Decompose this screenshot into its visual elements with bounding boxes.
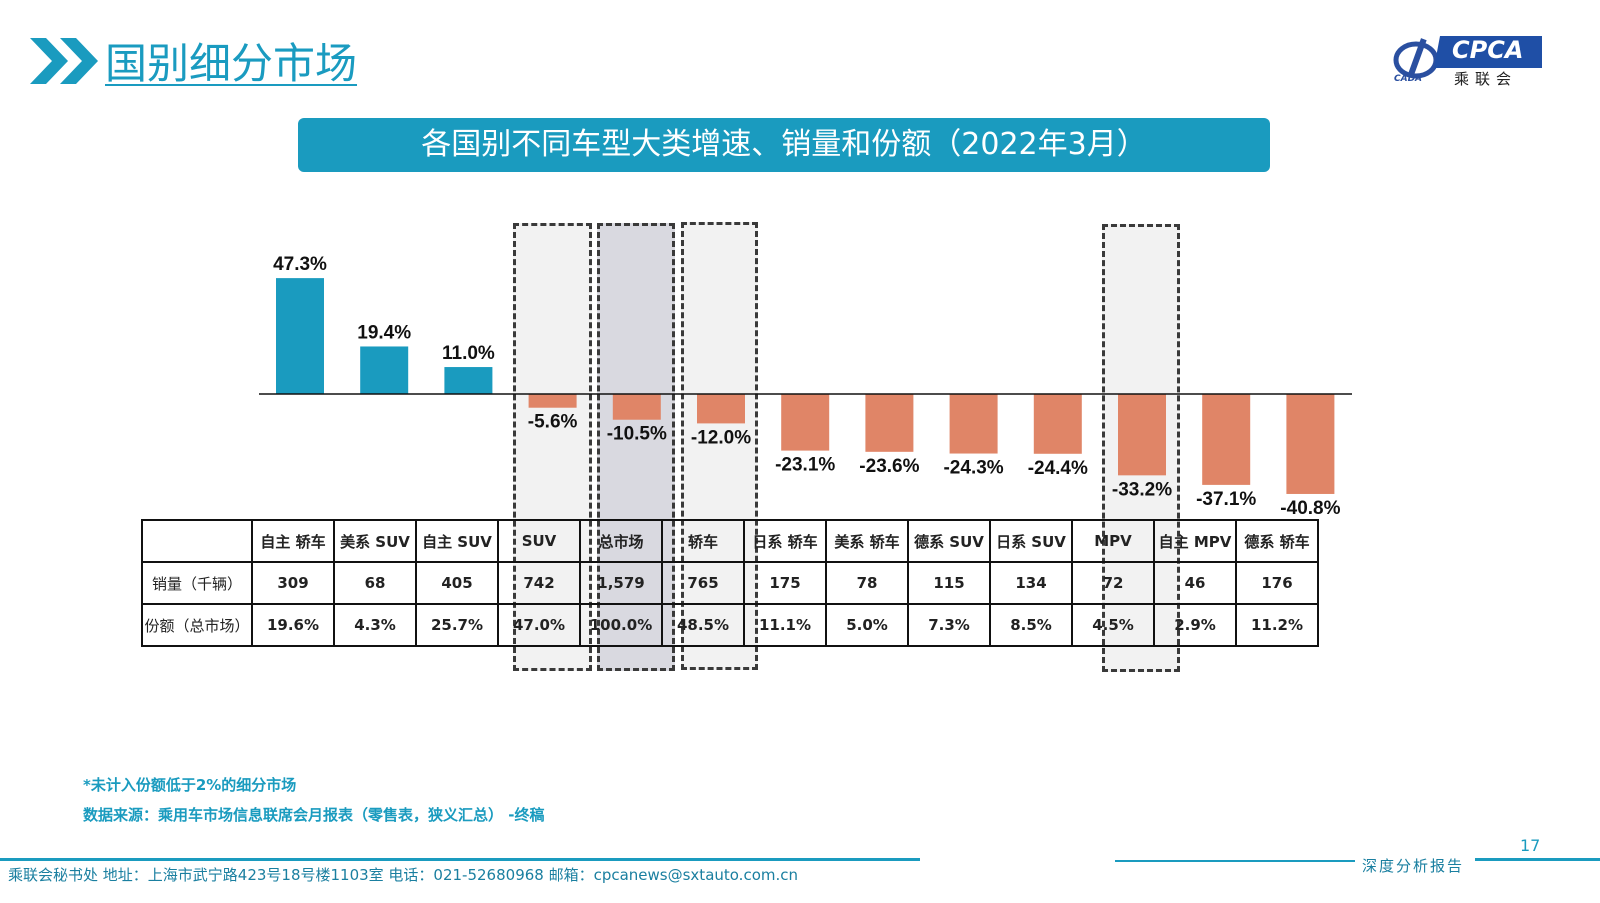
bar-7 (865, 394, 914, 452)
bar-value-label: -12.0% (691, 427, 751, 448)
note-share: *未计入份额低于2%的细分市场 (83, 776, 297, 794)
table-row-label: 份额（总市场） (141, 603, 253, 647)
data-table: 自主 轿车 美系 SUV 自主 SUV SUV 总市场 轿车 日系 轿车 美系 轿车 德系 SU… (141, 519, 1319, 647)
bar-value-label: -5.6% (528, 412, 578, 433)
table-cell: 405 (415, 561, 499, 605)
logo-text: CPCA (1452, 36, 1524, 64)
table-header-cell: 日系 轿车 (743, 519, 827, 563)
table-cell: 72 (1071, 561, 1155, 605)
table-header-cell: 自主 MPV (1153, 519, 1237, 563)
table-header-cell: 自主 轿车 (251, 519, 335, 563)
report-label: 深度分析报告 (1362, 857, 1465, 875)
table-header-cell: 自主 SUV (415, 519, 499, 563)
bar-value-label: 19.4% (357, 322, 411, 343)
bar-10 (1118, 394, 1166, 476)
table-cell: 2.9% (1153, 603, 1237, 647)
table-cell: 8.5% (989, 603, 1073, 647)
table-cell: 176 (1235, 561, 1319, 605)
bar-value-label: -10.5% (607, 424, 667, 445)
page-number: 17 (1520, 836, 1541, 855)
table-cell: 11.2% (1235, 603, 1319, 647)
footer-divider (0, 858, 920, 861)
table-cell: 11.1% (743, 603, 827, 647)
table-header-cell: 轿车 (661, 519, 745, 563)
table-cell: 115 (907, 561, 991, 605)
table-cell: 134 (989, 561, 1073, 605)
bar-value-label: 11.0% (442, 343, 495, 364)
bar-9 (1033, 394, 1082, 454)
footer-divider (1115, 860, 1355, 862)
table-cell: 100.0% (579, 603, 663, 647)
table-cell: 175 (743, 561, 827, 605)
bar-12 (1286, 394, 1335, 494)
table-header-cell: 德系 轿车 (1235, 519, 1319, 563)
table-row: 销量（千辆） 309 68 405 742 1,579 765 175 78 115 134 72 46… (141, 561, 1319, 605)
bar-value-label: -37.1% (1196, 489, 1256, 510)
chevron-icon (30, 38, 98, 84)
logo-sub: 乘联会 (1454, 70, 1518, 88)
table-header-row: 自主 轿车 美系 SUV 自主 SUV SUV 总市场 轿车 日系 轿车 美系 轿车 德系 SU… (141, 519, 1319, 563)
table-cell: 5.0% (825, 603, 909, 647)
table-cell: 742 (497, 561, 581, 605)
bar-8 (949, 394, 998, 454)
note-source: 数据来源：乘用车市场信息联席会月报表（零售表，狭义汇总） -终稿 (83, 806, 545, 824)
table-cell: 46 (1153, 561, 1237, 605)
table-cell: 78 (825, 561, 909, 605)
bar-value-label: -23.6% (859, 456, 919, 477)
table-cell: 1,579 (579, 561, 663, 605)
table-cell: 68 (333, 561, 417, 605)
bar-value-label: -23.1% (775, 455, 835, 476)
bar-11 (1202, 394, 1251, 485)
table-cell: 4.5% (1071, 603, 1155, 647)
table-header-cell: 美系 轿车 (825, 519, 909, 563)
table-cell: 765 (661, 561, 745, 605)
bar-2 (444, 367, 493, 394)
bar-value-label: -33.2% (1112, 479, 1172, 500)
table-header-cell: 总市场 (579, 519, 663, 563)
footer-contact: 乘联会秘书处 地址：上海市武宁路423号18号楼1103室 电话：021-526… (8, 866, 799, 884)
table-header-cell: 德系 SUV (907, 519, 991, 563)
bar-value-label: -40.8% (1280, 498, 1340, 519)
table-row-label: 销量（千辆） (141, 561, 253, 605)
table-cell: 309 (251, 561, 335, 605)
bar-3 (528, 394, 577, 408)
page-title: 国别细分市场 (105, 39, 358, 88)
chart-title-banner: 各国别不同车型大类增速、销量和份额（2022年3月） (298, 118, 1270, 172)
table-cell: 4.3% (333, 603, 417, 647)
table-header-cell: MPV (1071, 519, 1155, 563)
table-cell: 25.7% (415, 603, 499, 647)
bar-0 (276, 278, 324, 394)
table-cell: 7.3% (907, 603, 991, 647)
footer-divider (1475, 858, 1600, 861)
table-header-cell: 日系 SUV (989, 519, 1073, 563)
bar-4 (612, 394, 661, 420)
table-corner-cell (141, 519, 253, 563)
table-cell: 47.0% (497, 603, 581, 647)
bar-value-label: -24.4% (1028, 458, 1088, 479)
table-header-cell: 美系 SUV (333, 519, 417, 563)
bar-1 (360, 346, 409, 394)
table-header-cell: SUV (497, 519, 581, 563)
bar-6 (781, 394, 830, 451)
table-row: 份额（总市场） 19.6% 4.3% 25.7% 47.0% 100.0% 48.5% 11.… (141, 603, 1319, 647)
bar-value-label: 47.3% (273, 254, 327, 275)
logo-small: CADA (1394, 74, 1423, 84)
cpca-logo: CPCA 乘联会 CADA (1390, 30, 1542, 90)
table-cell: 48.5% (661, 603, 745, 647)
bar-value-label: -24.3% (943, 458, 1003, 479)
bar-chart: 47.3% 19.4% 11.0% -5.6% -10.5% -12.0% -23.1% -2… (259, 254, 1352, 519)
table-cell: 19.6% (251, 603, 335, 647)
bar-5 (697, 394, 745, 424)
